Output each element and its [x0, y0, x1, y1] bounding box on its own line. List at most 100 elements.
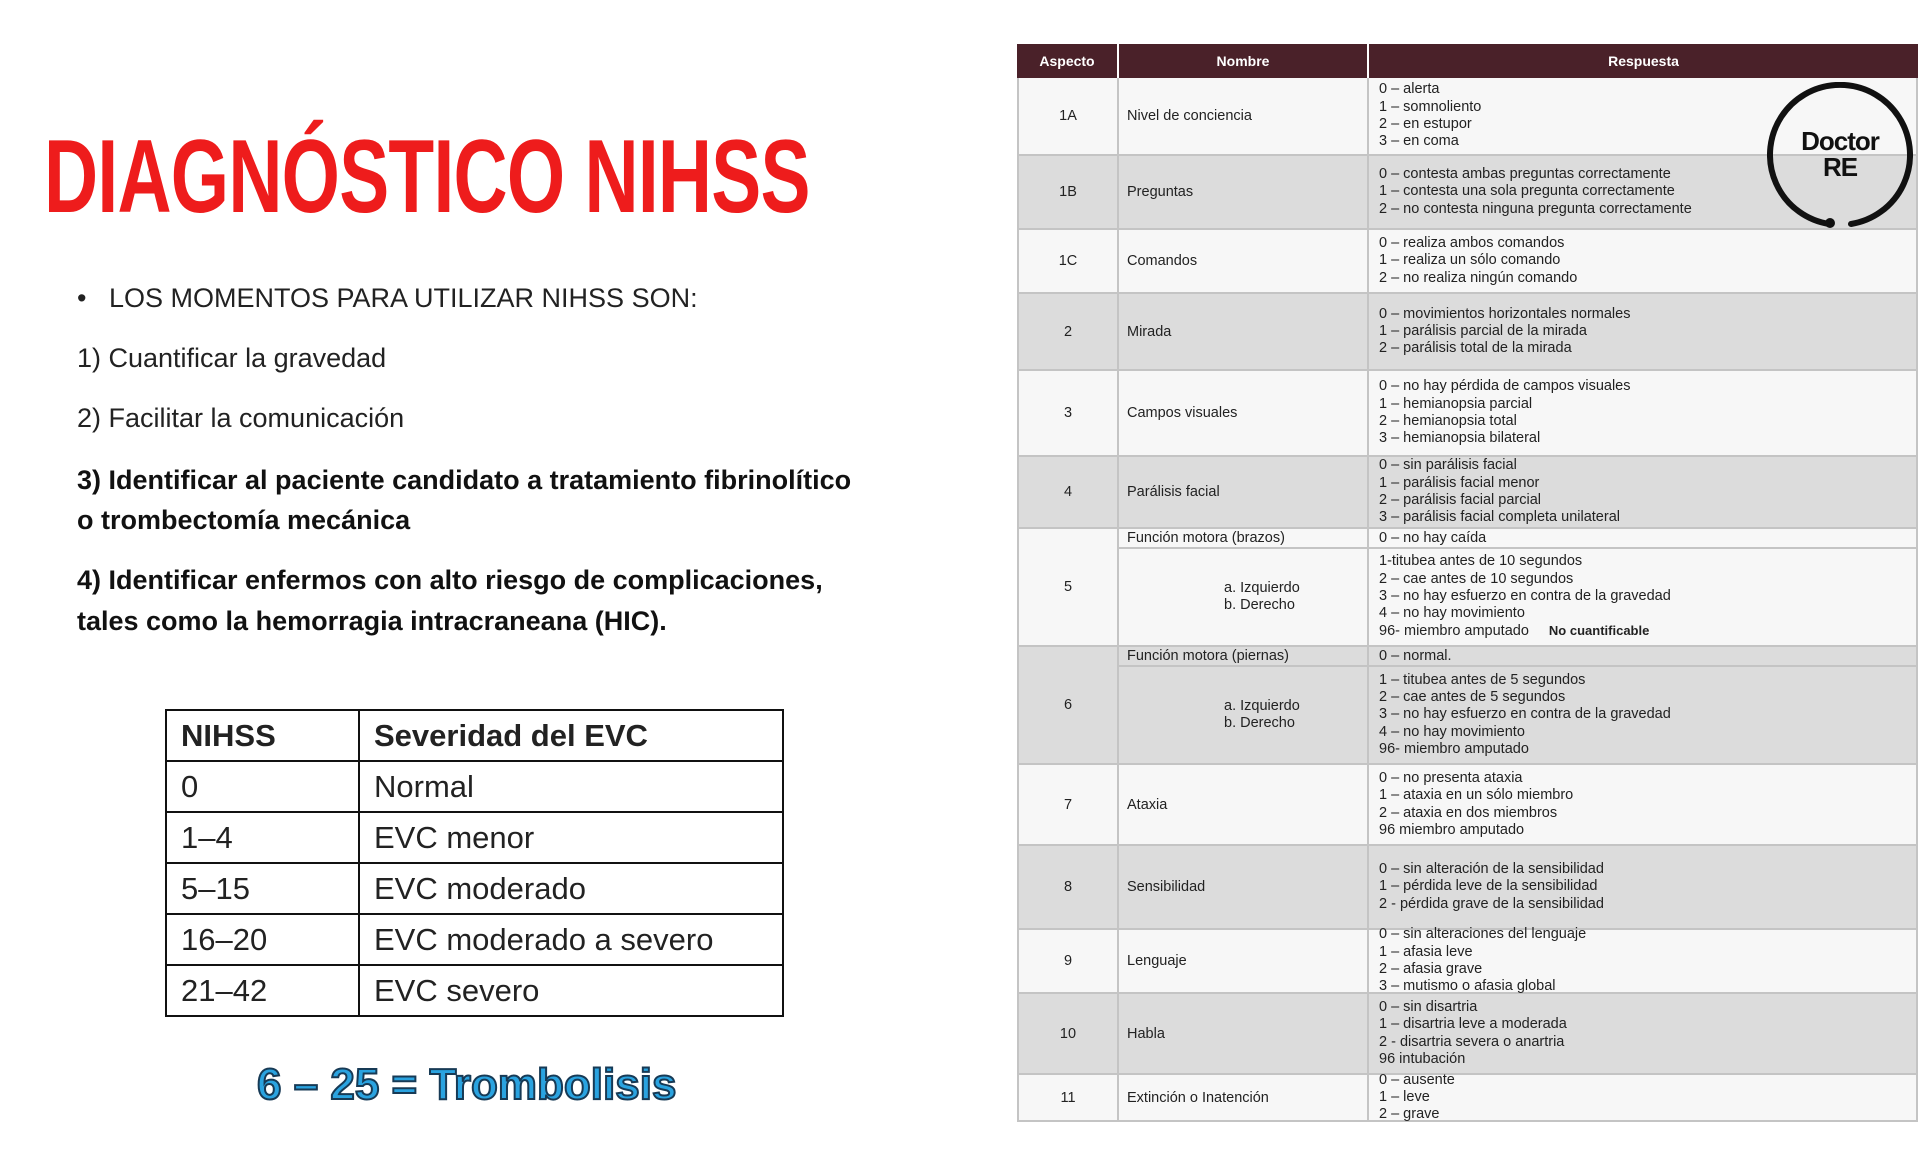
response-line: 2 – afasia grave	[1379, 961, 1483, 977]
severity-header-row: NIHSS Severidad del EVC	[165, 709, 784, 762]
response-line: 3 – no hay esfuerzo en contra de la grav…	[1379, 587, 1671, 604]
aspect-cell: 4	[1017, 457, 1119, 529]
response-cell: 0 – realiza ambos comandos 1 – realiza un…	[1369, 230, 1918, 294]
name-cell: Habla	[1119, 994, 1369, 1075]
response-cell: 0 – no hay pérdida de campos visuales 1 –…	[1369, 371, 1918, 457]
response-line: 4 – no hay movimiento	[1379, 723, 1525, 740]
response-line: 0 – ausente	[1379, 1071, 1455, 1088]
sides: a. Izquierdo b. Derecho	[1119, 549, 1367, 645]
nihss-range: 21–42	[165, 964, 360, 1017]
response-cell: 0 – normal. 1 – titubea antes de 5 segund…	[1369, 647, 1918, 765]
aspect-cell: 7	[1017, 765, 1119, 846]
aspect-cell: 3	[1017, 371, 1119, 457]
response-line: 1 – realiza un sólo comando	[1379, 252, 1561, 269]
name-cell: Sensibilidad	[1119, 846, 1369, 930]
response-line: 96 miembro amputado	[1379, 821, 1525, 838]
response-line: 0 – sin disartria	[1379, 998, 1478, 1015]
table-row: 1A Nivel de conciencia 0 – alerta 1 – somno…	[1017, 78, 1918, 156]
name: Mirada	[1127, 323, 1172, 340]
response-line: 2 – cae antes de 10 segundos	[1379, 570, 1574, 587]
response-cell: 0 – sin alteraciones del lenguaje 1 – afa…	[1369, 926, 1918, 994]
aspect: 2	[1063, 323, 1073, 340]
intro-bullet: • LOS MOMENTOS PARA UTILIZAR NIHSS SON:	[77, 283, 698, 313]
aspect-cell: 6	[1017, 647, 1119, 765]
first-response: 0 – no hay caída	[1369, 529, 1916, 549]
response-line: 96 intubación	[1379, 1050, 1466, 1067]
table-row: 0 Normal	[165, 760, 784, 813]
response-line: 1 – parálisis facial menor	[1379, 474, 1540, 491]
intro-bullet-text: LOS MOMENTOS PARA UTILIZAR NIHSS SON:	[108, 283, 698, 313]
aspect: 5	[1063, 579, 1073, 595]
response-line: 1 – ataxia en un sólo miembro	[1379, 787, 1574, 804]
response-line: 2 – parálisis total de la mirada	[1379, 340, 1572, 357]
response-cell: 0 – no hay caída 1-titubea antes de 10 se…	[1369, 529, 1918, 647]
response-line: 96- miembro amputado	[1379, 740, 1529, 757]
table-row: 9 Lenguaje 0 – sin alteraciones del lengua…	[1017, 926, 1918, 994]
table-row: 8 Sensibilidad 0 – sin alteración de la se…	[1017, 846, 1918, 930]
response-line: 1 – pérdida leve de la sensibilidad	[1379, 878, 1598, 895]
response-line: 2 – no contesta ninguna pregunta correct…	[1379, 200, 1692, 217]
response-line: 1 – somnoliento	[1379, 98, 1482, 115]
nihss-range: 1–4	[165, 811, 360, 864]
response-line: 3 – en coma	[1379, 133, 1459, 150]
aspect: 1B	[1059, 184, 1077, 200]
severity: EVC moderado	[358, 862, 784, 915]
name-cell: Comandos	[1119, 230, 1369, 294]
response-line: 2 – ataxia en dos miembros	[1379, 804, 1558, 821]
table-row: 5 Función motora (brazos) a. Izquierdo b. D…	[1017, 529, 1918, 647]
name: Parálisis facial	[1127, 484, 1220, 500]
table-row: 21–42 EVC severo	[165, 964, 784, 1017]
nihss-header-row: Aspecto Nombre Respuesta	[1017, 44, 1918, 78]
name: Lenguaje	[1127, 953, 1187, 969]
point-4: 4) Identificar enfermos con alto riesgo …	[77, 565, 823, 595]
response-cell: 0 – sin alteración de la sensibilidad 1 –…	[1369, 846, 1918, 930]
response-line: 2 - disartria severa o anartria	[1379, 1033, 1565, 1050]
thrombolysis-note: 6 – 25 = Trombolisis	[256, 1059, 677, 1110]
header-aspecto: Aspecto	[1017, 44, 1117, 78]
response-line: 4 – no hay movimiento	[1379, 605, 1525, 622]
logo-text: Doctor RE	[1767, 128, 1913, 180]
table-row: 2 Mirada 0 – movimientos horizontales norm…	[1017, 294, 1918, 371]
response-line: 1 – afasia leve	[1379, 943, 1473, 960]
aspect: 1C	[1058, 253, 1078, 269]
response-line: 2 – parálisis facial parcial	[1379, 492, 1541, 508]
nihss-range: 0	[165, 760, 360, 813]
name-cell: Función motora (piernas) a. Izquierdo b. D…	[1119, 647, 1369, 765]
point-3: 3) Identificar al paciente candidato a t…	[77, 465, 852, 495]
logo-line1: Doctor	[1801, 126, 1880, 156]
name-cell: Mirada	[1119, 294, 1369, 371]
table-row: 7 Ataxia 0 – no presenta ataxia 1 – ataxia …	[1017, 765, 1918, 846]
responses: 1 – titubea antes de 5 segundos 2 – cae a…	[1369, 667, 1916, 763]
response-line: 2 – hemianopsia total	[1379, 413, 1517, 429]
response-line: 2 - pérdida grave de la sensibilidad	[1379, 895, 1604, 912]
severity: EVC menor	[358, 811, 784, 864]
header-respuesta: Respuesta	[1369, 44, 1918, 78]
name-cell: Ataxia	[1119, 765, 1369, 846]
point-3-cont: o trombectomía mecánica	[77, 505, 411, 535]
header-nihss: NIHSS	[165, 709, 360, 762]
page-title: DIAGNÓSTICO NIHSS	[44, 119, 810, 235]
name-cell: Nivel de conciencia	[1119, 78, 1369, 156]
response-line: 0 – sin alteraciones del lenguaje	[1379, 926, 1587, 943]
aspect: 1A	[1059, 108, 1077, 124]
response-line: 0 – sin alteración de la sensibilidad	[1379, 861, 1604, 878]
aspect-cell: 10	[1017, 994, 1119, 1075]
name: Sensibilidad	[1127, 879, 1206, 895]
side-left: a. Izquierdo	[1224, 580, 1300, 596]
aspect-cell: 11	[1017, 1075, 1119, 1122]
name-cell: Preguntas	[1119, 156, 1369, 230]
severity: Normal	[358, 760, 784, 813]
side-left: a. Izquierdo	[1224, 698, 1300, 714]
aspect-cell: 8	[1017, 846, 1119, 930]
aspect: 9	[1063, 953, 1073, 969]
point-2: 2) Facilitar la comunicación	[77, 403, 405, 433]
first-response: 0 – normal.	[1369, 647, 1916, 667]
name: Comandos	[1127, 253, 1198, 269]
side-right: b. Derecho	[1224, 597, 1295, 613]
name: Función motora (piernas)	[1119, 647, 1367, 667]
table-row: 16–20 EVC moderado a severo	[165, 913, 784, 966]
point-1: 1) Cuantificar la gravedad	[77, 343, 387, 373]
response-line: 0 – contesta ambas preguntas correctamen…	[1379, 166, 1671, 183]
aspect-cell: 1C	[1017, 230, 1119, 294]
responses: 1-titubea antes de 10 segundos 2 – cae an…	[1369, 549, 1916, 645]
